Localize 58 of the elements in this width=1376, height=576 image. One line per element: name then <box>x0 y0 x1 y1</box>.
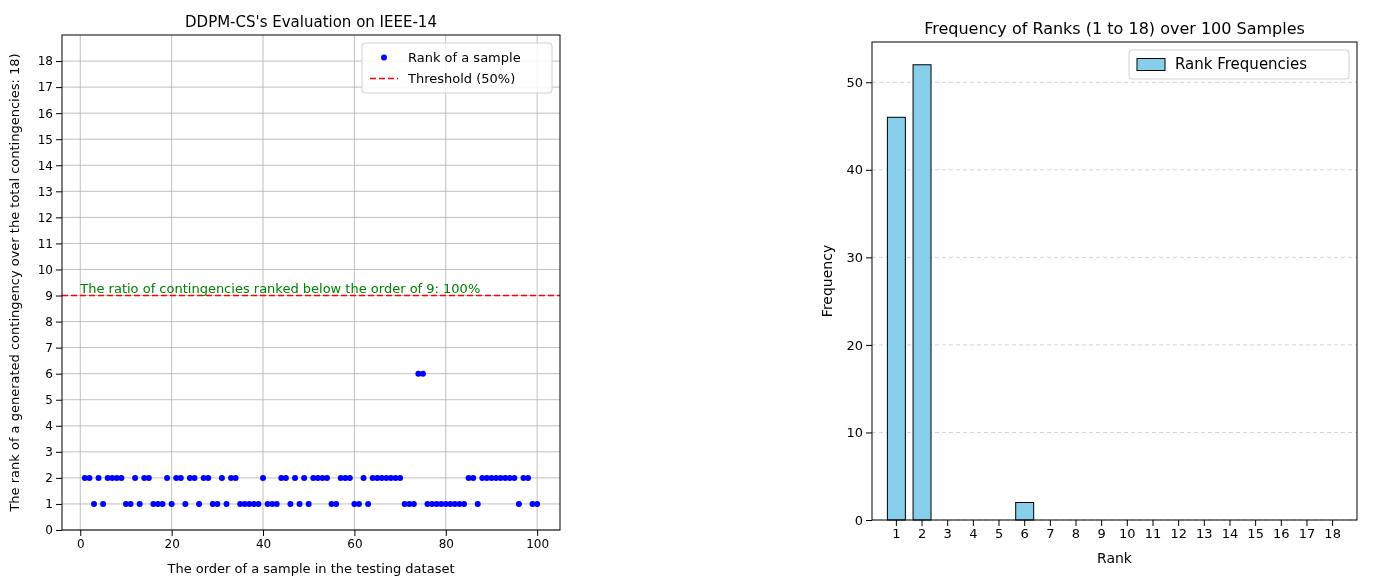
x-tick-label: 12 <box>1170 526 1187 542</box>
y-tick-label: 2 <box>45 471 53 486</box>
annotation: The ratio of contingencies ranked below the order of 9: 100% <box>79 280 481 296</box>
y-tick-label: 0 <box>854 512 863 528</box>
y-tick-label: 1 <box>45 497 53 512</box>
x-tick-label: 15 <box>1247 526 1264 542</box>
y-tick-label: 16 <box>37 106 53 121</box>
y-tick-label: 12 <box>37 210 53 225</box>
x-tick-label: 7 <box>1046 526 1055 542</box>
legend-label: Threshold (50%) <box>407 71 516 86</box>
y-axis-title: The rank of a generated contingency over the total contingencies: 18) <box>7 53 22 513</box>
y-tick-label: 4 <box>45 419 53 434</box>
x-tick-label: 10 <box>1119 526 1136 542</box>
x-tick-label: 80 <box>438 536 454 551</box>
chart-title: DDPM-CS's Evaluation on IEEE-14 <box>185 13 437 31</box>
y-tick-label: 40 <box>846 162 863 178</box>
y-tick-label: 10 <box>37 262 53 277</box>
x-tick-label: 18 <box>1324 526 1341 542</box>
x-tick-label: 2 <box>917 526 927 542</box>
x-tick-label: 4 <box>969 526 978 542</box>
legend-label: Rank Frequencies <box>1175 55 1308 73</box>
y-tick-label: 9 <box>45 288 53 303</box>
y-tick-label: 11 <box>37 236 53 251</box>
x-tick-label: 8 <box>1071 526 1081 542</box>
x-axis-title: Rank <box>1097 550 1133 566</box>
y-tick-label: 18 <box>37 54 53 69</box>
y-tick-label: 3 <box>45 445 53 460</box>
x-tick-label: 11 <box>1144 526 1162 542</box>
chart-title: Frequency of Ranks (1 to 18) over 100 Samples <box>924 19 1305 38</box>
y-tick-label: 7 <box>45 340 53 355</box>
x-tick-label: 40 <box>255 536 272 551</box>
x-axis-title: The order of a sample in the testing dataset <box>166 561 455 576</box>
x-tick-label: 1 <box>892 526 901 542</box>
y-tick-label: 30 <box>846 250 863 266</box>
y-tick-label: 8 <box>45 314 53 329</box>
y-tick-label: 20 <box>846 337 863 353</box>
x-tick-label: 9 <box>1097 526 1106 542</box>
x-tick-label: 0 <box>76 536 85 551</box>
x-tick-label: 5 <box>994 526 1004 542</box>
y-tick-label: 50 <box>846 74 863 90</box>
y-axis-title: Frequency <box>819 244 835 318</box>
x-tick-label: 17 <box>1298 526 1316 542</box>
x-tick-label: 6 <box>1020 526 1029 542</box>
x-tick-label: 100 <box>526 536 550 551</box>
y-tick-label: 15 <box>37 132 53 147</box>
x-tick-label: 14 <box>1221 526 1239 542</box>
y-tick-label: 17 <box>37 80 53 95</box>
y-tick-label: 5 <box>45 393 53 408</box>
y-tick-label: 10 <box>846 425 863 441</box>
x-tick-label: 16 <box>1273 526 1290 542</box>
x-tick-label: 13 <box>1196 526 1213 542</box>
y-tick-label: 6 <box>45 367 53 382</box>
x-tick-label: 3 <box>943 526 952 542</box>
legend-label: Rank of a sample <box>408 50 521 65</box>
y-tick-label: 13 <box>37 184 53 199</box>
x-tick-label: 60 <box>347 536 363 551</box>
x-tick-label: 20 <box>164 536 180 551</box>
y-tick-label: 14 <box>37 158 53 173</box>
